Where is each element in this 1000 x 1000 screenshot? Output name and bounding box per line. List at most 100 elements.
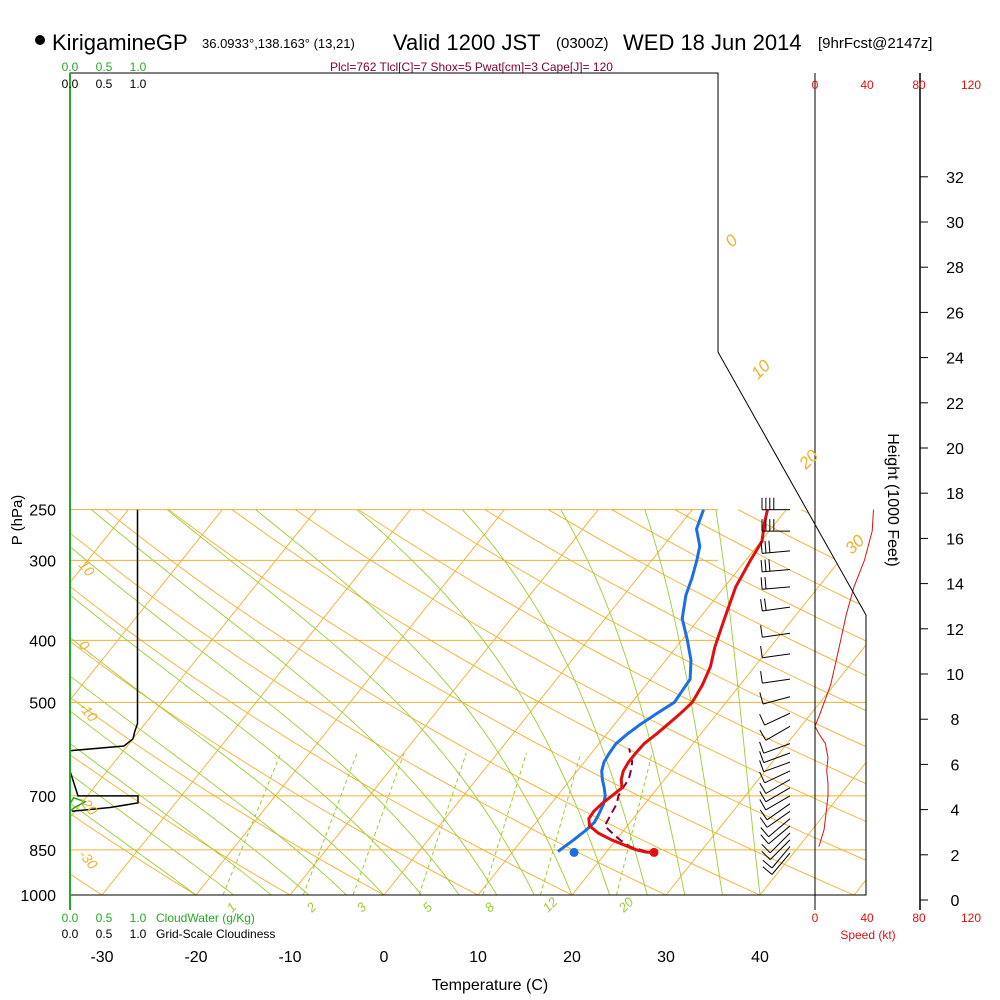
profiles — [69, 497, 874, 875]
wind-barb — [759, 712, 791, 726]
wind-barb-shaft — [766, 810, 791, 828]
wind-barb — [759, 787, 791, 803]
pressure-tick-label: 400 — [29, 633, 56, 650]
wind-barb — [759, 770, 791, 784]
speed-tick-label-top: 80 — [912, 78, 926, 92]
temperature-tick-label: 20 — [563, 949, 581, 966]
surface-temperature-dot — [649, 847, 659, 857]
cloudwater-tick-top: 0.0 — [62, 60, 79, 74]
cloudwater-tick-bottom: 0.0 — [62, 911, 79, 925]
cloudiness-tick-bottom: 0.5 — [96, 927, 113, 941]
wind-barb-flag — [764, 576, 767, 589]
cloudiness-tick-top: 0.0 — [62, 77, 79, 91]
moist-adiabat-line — [70, 509, 422, 895]
speed-tick-label-bottom: 0 — [812, 911, 819, 925]
height-tick-label: 10 — [946, 667, 964, 684]
cloudwater-tick-top: 0.5 — [96, 60, 113, 74]
dry-adiabat-line — [70, 509, 385, 895]
pressure-tick-label: 700 — [29, 789, 56, 806]
dry-adiabat-line — [231, 509, 866, 895]
height-tick-label: 22 — [946, 396, 964, 413]
wind-barb-flag — [760, 541, 763, 554]
wind-barb-flag — [759, 771, 766, 784]
zulu-time: (0300Z) — [556, 35, 609, 52]
cloudiness-axis-title: Grid-Scale Cloudiness — [156, 927, 275, 941]
speed-tick-label-bottom: 120 — [961, 911, 981, 925]
temperature-tick-label: 10 — [469, 949, 487, 966]
moist-adiabat-line — [644, 509, 723, 895]
isotherm-label-right: 20 — [795, 446, 823, 474]
cloudwater-tick-top: 1.0 — [130, 60, 147, 74]
wind-barb — [759, 760, 791, 773]
temperature-tick-label: 30 — [657, 949, 675, 966]
wind-barb-flag — [761, 843, 771, 854]
wind-barb-shaft — [762, 653, 791, 659]
wind-barb-shaft — [771, 852, 791, 875]
wind-barb-flag — [760, 834, 769, 845]
mixing-ratio-label: 12 — [540, 894, 561, 915]
dewpoint-trace — [557, 509, 705, 853]
height-axis-title: Height (1000 Feet) — [884, 433, 901, 566]
wind-barb-shaft — [762, 568, 791, 573]
wind-barb-flag — [759, 809, 768, 821]
wind-barb-shaft — [769, 832, 791, 854]
wind-barb-shaft — [771, 846, 791, 869]
pressure-tick-label: 250 — [29, 503, 56, 520]
indices-line: Plcl=762 Tlcl[C]=7 Shox=5 Pwat[cm]=3 Cap… — [330, 60, 613, 74]
wind-barb-flag — [759, 729, 767, 741]
dry-adiabat-line — [70, 509, 667, 895]
wind-barb-flag — [759, 741, 765, 754]
temperature-trace — [587, 509, 769, 854]
wind-barb-shaft — [765, 795, 791, 811]
wind-barb-flag — [760, 599, 763, 612]
wind-barb-flag — [760, 625, 763, 638]
height-tick-label: 6 — [951, 757, 960, 774]
temperature-tick-label: -30 — [90, 949, 113, 966]
wind-barb — [760, 576, 791, 590]
speed-tick-label-bottom: 40 — [860, 911, 874, 925]
wind-barb-shaft — [762, 586, 791, 590]
wind-barb — [759, 741, 791, 754]
wind-barb-shaft — [762, 678, 791, 684]
wind-barb-flag — [759, 760, 765, 772]
parcel-trace — [603, 748, 647, 853]
wind-barb-flag — [759, 791, 767, 803]
dry-adiabat-line — [358, 509, 866, 895]
wind-barb — [759, 692, 791, 705]
cloudiness-trace — [69, 509, 139, 758]
dry-adiabat-line — [991, 510, 1000, 895]
height-tick-label: 20 — [946, 441, 964, 458]
dry-adiabat-line — [548, 509, 866, 895]
filled-circle-icon — [35, 35, 45, 45]
isotherm-label-right: 10 — [747, 356, 774, 383]
moist-adiabat-line — [462, 509, 648, 895]
height-tick-label: 28 — [946, 260, 964, 277]
wind-barb — [760, 540, 791, 554]
wind-barb-flag — [759, 692, 764, 705]
wind-barb — [759, 725, 791, 741]
pressure-tick-label: 300 — [29, 553, 56, 570]
wind-barb-shaft — [769, 839, 791, 860]
moist-adiabat-line — [255, 509, 573, 895]
temperature-tick-label: 0 — [380, 949, 389, 966]
height-tick-label: 26 — [946, 305, 964, 322]
dry-adiabat-line — [484, 509, 866, 895]
pressure-tick-label: 850 — [29, 843, 56, 860]
wind-barb-shaft — [766, 803, 791, 821]
wind-barb — [761, 832, 791, 854]
pressure-tick-label: 1000 — [20, 888, 56, 905]
isotherm-label: 0 — [76, 637, 93, 653]
height-tick-label: 12 — [946, 622, 964, 639]
dry-adiabat-line — [168, 509, 855, 895]
wind-barb-shaft — [762, 696, 791, 705]
wind-barb-flag — [759, 782, 767, 794]
wind-barb-flag — [759, 713, 766, 726]
cloudiness-tick-top: 0.5 — [96, 77, 113, 91]
valid-date: WED 18 Jun 2014 — [623, 30, 802, 55]
moist-adiabat-line — [715, 509, 761, 895]
wind-barb-shaft — [765, 787, 791, 803]
mixing-ratio-line — [482, 752, 527, 895]
height-tick-label: 8 — [951, 712, 960, 729]
moist-adiabat-line — [70, 509, 272, 895]
temperature-tick-label: -20 — [184, 949, 207, 966]
